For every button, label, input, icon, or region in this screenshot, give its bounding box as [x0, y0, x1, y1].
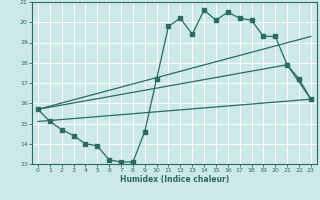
X-axis label: Humidex (Indice chaleur): Humidex (Indice chaleur)	[120, 175, 229, 184]
